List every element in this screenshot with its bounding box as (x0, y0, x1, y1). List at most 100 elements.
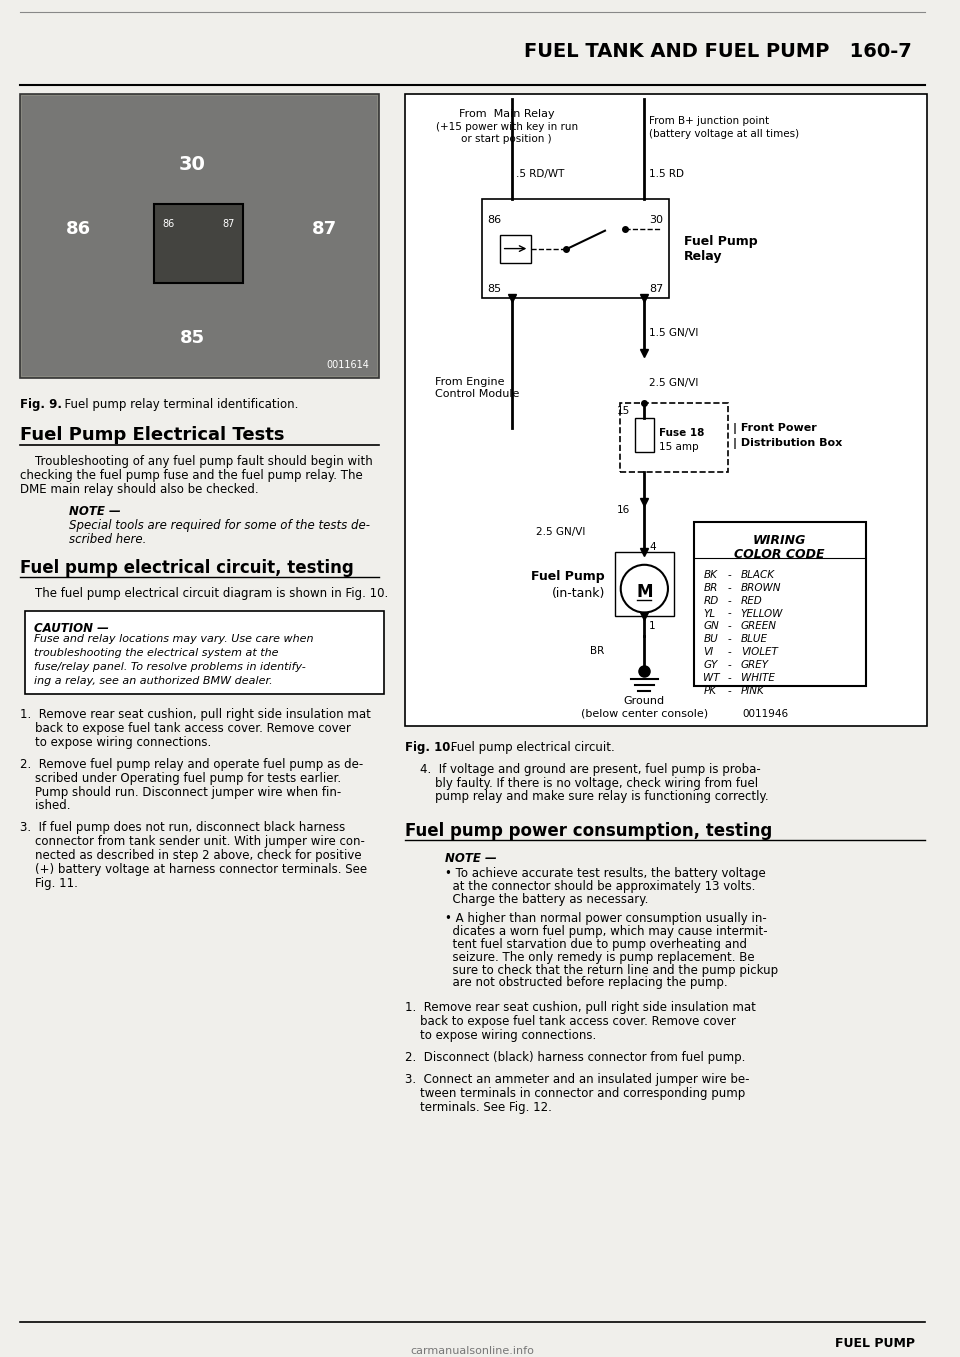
Text: Fig. 9.: Fig. 9. (19, 398, 61, 411)
Text: seizure. The only remedy is pump replacement. Be: seizure. The only remedy is pump replace… (444, 951, 755, 963)
Text: (+) battery voltage at harness connector terminals. See: (+) battery voltage at harness connector… (19, 863, 367, 877)
Text: Fuel Pump
Relay: Fuel Pump Relay (684, 235, 757, 263)
Text: fuse/relay panel. To resolve problems in identify-: fuse/relay panel. To resolve problems in… (35, 662, 306, 672)
Text: NOTE —: NOTE — (69, 505, 121, 518)
Text: BLUE: BLUE (741, 634, 768, 645)
Bar (155, 204, 243, 284)
Text: YELLOW: YELLOW (741, 608, 783, 619)
Text: Fuse 18: Fuse 18 (660, 427, 705, 437)
Text: | Distribution Box: | Distribution Box (732, 437, 842, 449)
Text: GY: GY (704, 661, 718, 670)
Text: WT: WT (704, 673, 720, 683)
Text: 16: 16 (616, 505, 630, 516)
Text: VIOLET: VIOLET (741, 647, 778, 657)
Text: | Front Power: | Front Power (732, 422, 817, 434)
Text: scribed here.: scribed here. (69, 533, 146, 546)
Bar (482, 199, 669, 299)
Text: YL: YL (704, 608, 715, 619)
Text: 15 amp: 15 amp (660, 442, 699, 452)
Text: Ground: Ground (624, 696, 665, 706)
Text: 1.  Remove rear seat cushion, pull right side insulation mat: 1. Remove rear seat cushion, pull right … (405, 1001, 756, 1014)
Text: (below center console): (below center console) (581, 708, 708, 719)
Text: 87: 87 (223, 218, 235, 229)
Bar (620, 403, 728, 472)
Text: NOTE —: NOTE — (444, 852, 496, 866)
Text: sure to check that the return line and the pump pickup: sure to check that the return line and t… (444, 963, 778, 977)
Text: connector from tank sender unit. With jumper wire con-: connector from tank sender unit. With ju… (19, 836, 365, 848)
Text: 86: 86 (66, 220, 91, 237)
Text: 87: 87 (312, 220, 337, 237)
Text: RED: RED (741, 596, 762, 605)
Text: Fuel pump relay terminal identification.: Fuel pump relay terminal identification. (57, 398, 299, 411)
Text: are not obstructed before replacing the pump.: are not obstructed before replacing the … (444, 977, 728, 989)
Text: 85: 85 (487, 285, 501, 294)
Bar (614, 552, 674, 616)
Text: bly faulty. If there is no voltage, check wiring from fuel: bly faulty. If there is no voltage, chec… (420, 776, 758, 790)
Text: (+15 power with key in run: (+15 power with key in run (436, 122, 578, 132)
Text: -: - (728, 661, 732, 670)
Text: GN: GN (704, 622, 719, 631)
Bar (500, 235, 531, 262)
Text: to expose wiring connections.: to expose wiring connections. (19, 735, 211, 749)
Text: 4: 4 (649, 541, 656, 552)
Text: or start position ): or start position ) (462, 134, 552, 144)
Text: 0011946: 0011946 (743, 708, 789, 719)
Text: terminals. See Fig. 12.: terminals. See Fig. 12. (405, 1101, 552, 1114)
Bar (405, 95, 926, 726)
Text: Fuel Pump Electrical Tests: Fuel Pump Electrical Tests (19, 426, 284, 444)
Text: • To achieve accurate test results, the battery voltage: • To achieve accurate test results, the … (444, 867, 765, 881)
Text: 86: 86 (162, 218, 175, 229)
Text: Fuel pump power consumption, testing: Fuel pump power consumption, testing (405, 822, 773, 840)
Text: BU: BU (704, 634, 718, 645)
Text: Fig. 10.: Fig. 10. (405, 741, 455, 753)
Text: BROWN: BROWN (741, 582, 781, 593)
Text: carmanualsonline.info: carmanualsonline.info (410, 1346, 534, 1357)
Bar (19, 95, 379, 377)
Circle shape (621, 565, 668, 612)
Text: BLACK: BLACK (741, 570, 775, 579)
Text: 4.  If voltage and ground are present, fuel pump is proba-: 4. If voltage and ground are present, fu… (420, 763, 761, 776)
Text: 1.5 RD: 1.5 RD (649, 170, 684, 179)
Text: nected as described in step 2 above, check for positive: nected as described in step 2 above, che… (19, 849, 361, 862)
Text: PK: PK (704, 687, 716, 696)
Text: From  Main Relay: From Main Relay (459, 110, 555, 119)
Text: -: - (728, 570, 732, 579)
Text: tween terminals in connector and corresponding pump: tween terminals in connector and corresp… (405, 1087, 746, 1099)
Text: scribed under Operating fuel pump for tests earlier.: scribed under Operating fuel pump for te… (19, 772, 341, 784)
Text: WIRING: WIRING (753, 533, 805, 547)
Text: CAUTION —: CAUTION — (35, 623, 109, 635)
Text: 87: 87 (649, 285, 663, 294)
Text: to expose wiring connections.: to expose wiring connections. (405, 1029, 596, 1042)
Text: • A higher than normal power consumption usually in-: • A higher than normal power consumption… (444, 912, 766, 925)
Text: BR: BR (590, 646, 605, 657)
Text: 1.5 GN/VI: 1.5 GN/VI (649, 328, 699, 338)
Text: ing a relay, see an authorized BMW dealer.: ing a relay, see an authorized BMW deale… (35, 676, 273, 687)
Text: Fuel Pump: Fuel Pump (532, 570, 605, 584)
Text: VI: VI (704, 647, 713, 657)
Text: 30: 30 (179, 155, 205, 174)
Text: COLOR CODE: COLOR CODE (733, 548, 825, 560)
Text: pump relay and make sure relay is functioning correctly.: pump relay and make sure relay is functi… (420, 791, 769, 803)
Text: (in-tank): (in-tank) (552, 588, 605, 600)
Text: 3.  Connect an ammeter and an insulated jumper wire be-: 3. Connect an ammeter and an insulated j… (405, 1073, 750, 1086)
Text: (battery voltage at all times): (battery voltage at all times) (649, 129, 800, 140)
Text: GREEN: GREEN (741, 622, 777, 631)
Text: 86: 86 (487, 214, 501, 225)
Text: GREY: GREY (741, 661, 769, 670)
Text: DME main relay should also be checked.: DME main relay should also be checked. (19, 483, 258, 497)
Text: 30: 30 (649, 214, 663, 225)
Text: Fuse and relay locations may vary. Use care when: Fuse and relay locations may vary. Use c… (35, 634, 314, 645)
Text: -: - (728, 687, 732, 696)
Text: 2.  Remove fuel pump relay and operate fuel pump as de-: 2. Remove fuel pump relay and operate fu… (19, 757, 363, 771)
Text: The fuel pump electrical circuit diagram is shown in Fig. 10.: The fuel pump electrical circuit diagram… (19, 586, 388, 600)
Text: 1: 1 (649, 622, 656, 631)
Bar (22, 96, 376, 376)
Text: 1.  Remove rear seat cushion, pull right side insulation mat: 1. Remove rear seat cushion, pull right … (19, 708, 371, 721)
Text: FUEL TANK AND FUEL PUMP   160-7: FUEL TANK AND FUEL PUMP 160-7 (524, 42, 912, 61)
Text: 2.5 GN/VI: 2.5 GN/VI (536, 527, 586, 537)
Text: FUEL PUMP: FUEL PUMP (835, 1338, 915, 1350)
Text: PINK: PINK (741, 687, 764, 696)
Text: Charge the battery as necessary.: Charge the battery as necessary. (444, 893, 648, 906)
Text: -: - (728, 647, 732, 657)
Text: .5 RD/WT: .5 RD/WT (516, 170, 564, 179)
